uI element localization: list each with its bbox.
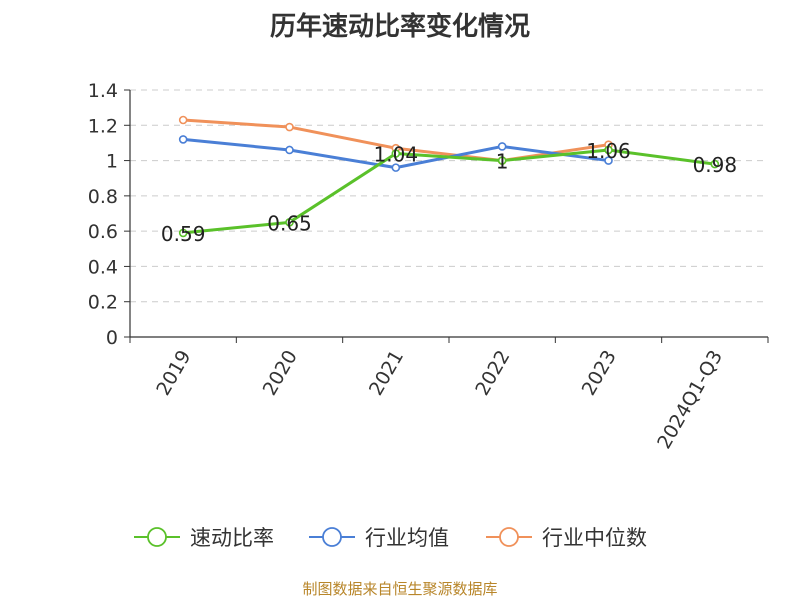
series-line-1 (183, 148, 716, 235)
y-tick-label: 0.6 (88, 221, 118, 243)
y-tick-label: 1.2 (88, 115, 118, 137)
legend-marker (499, 527, 519, 547)
legend-label: 行业中位数 (542, 526, 647, 550)
data-label: 0.59 (161, 222, 206, 246)
y-tick-label: 1 (106, 151, 118, 173)
data-point (391, 149, 401, 158)
data-point (285, 122, 294, 132)
data-label: 0.98 (693, 153, 738, 177)
legend-label: 速动比率 (190, 526, 274, 550)
y-tick-label: 0.8 (88, 186, 118, 208)
legend-marker (322, 527, 342, 547)
legend-label: 行业均值 (365, 526, 449, 550)
data-point (604, 145, 613, 155)
source-note: 制图数据来自恒生聚源数据库 (302, 580, 498, 598)
legend-marker (147, 527, 167, 547)
data-point (178, 135, 188, 144)
data-label: 1.04 (374, 143, 419, 167)
y-tick-label: 1.4 (88, 80, 118, 102)
data-point (285, 145, 294, 155)
x-tick-label: 2020 (259, 347, 302, 400)
data-point (178, 228, 188, 238)
data-point (391, 163, 401, 172)
chart-title: 历年速动比率变化情况 (269, 12, 530, 42)
x-tick-label: 2023 (578, 347, 621, 400)
data-point (604, 156, 613, 165)
data-label: 0.65 (267, 211, 312, 235)
data-point (710, 159, 720, 169)
data-label: 1 (496, 150, 509, 174)
y-tick-label: 0.2 (88, 292, 118, 314)
y-tick-label: 0.4 (88, 256, 118, 278)
x-tick-label: 2021 (365, 347, 408, 400)
data-point (285, 218, 294, 227)
x-tick-label: 2024Q1-Q3 (653, 347, 727, 453)
data-point (178, 115, 188, 125)
x-tick-label: 2022 (471, 346, 514, 399)
x-tick-label: 2019 (152, 347, 195, 400)
y-tick-label: 0 (106, 327, 118, 349)
data-point (497, 156, 507, 165)
data-point (497, 142, 507, 151)
data-label: 1.06 (586, 139, 631, 163)
